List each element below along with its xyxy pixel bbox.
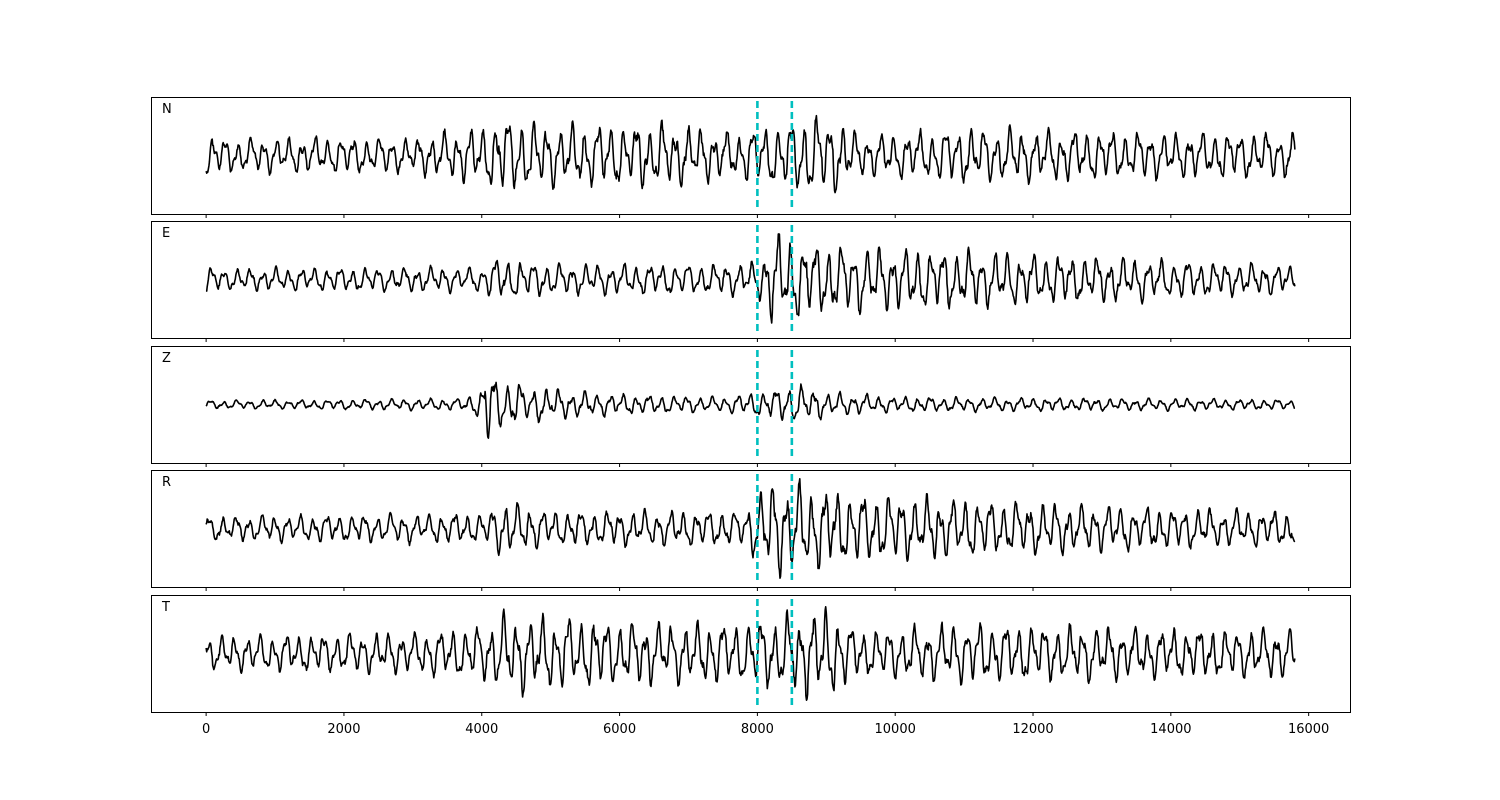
panel-label: T bbox=[161, 600, 170, 615]
panel-frame bbox=[151, 221, 1351, 339]
panel-label: N bbox=[162, 102, 172, 117]
panel-frame bbox=[151, 595, 1351, 713]
waveform-r bbox=[205, 478, 1296, 579]
panels-group: N E Z R T bbox=[151, 97, 1351, 716]
x-tick-label: 14000 bbox=[1150, 722, 1191, 737]
waveform-z bbox=[205, 381, 1296, 439]
panel-label: E bbox=[162, 226, 170, 241]
panel-n: N bbox=[151, 97, 1351, 218]
x-tick-label: 2000 bbox=[327, 722, 360, 737]
x-tick-label: 4000 bbox=[465, 722, 498, 737]
panel-label: Z bbox=[162, 351, 171, 366]
x-tick-label: 6000 bbox=[603, 722, 636, 737]
x-tick-label: 10000 bbox=[875, 722, 916, 737]
panel-frame bbox=[151, 470, 1351, 588]
panel-r: R bbox=[151, 470, 1351, 591]
x-tick-label: 8000 bbox=[741, 722, 774, 737]
x-tick-label: 12000 bbox=[1012, 722, 1053, 737]
waveform-t bbox=[205, 606, 1296, 701]
x-tick-label: 0 bbox=[202, 722, 210, 737]
panel-t: T bbox=[151, 595, 1351, 716]
panel-frame bbox=[151, 97, 1351, 215]
panel-frame bbox=[151, 346, 1351, 464]
waveform-n bbox=[205, 114, 1296, 194]
waveform-e bbox=[205, 233, 1296, 324]
x-axis: 0 2000 4000 6000 8000 10000 12000 14000 16000 bbox=[202, 722, 1329, 737]
panel-z: Z bbox=[151, 346, 1351, 467]
panel-label: R bbox=[162, 475, 171, 490]
x-tick-label: 16000 bbox=[1288, 722, 1329, 737]
panel-e: E bbox=[151, 221, 1351, 342]
